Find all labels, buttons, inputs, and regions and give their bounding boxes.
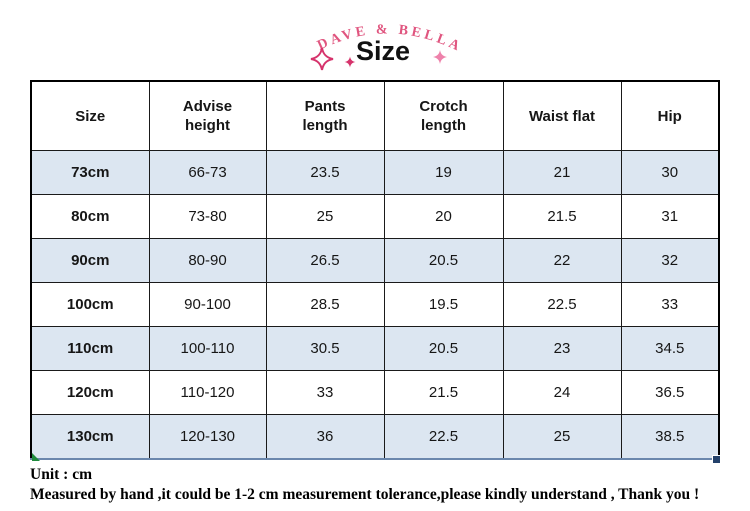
table-cell: 23 [502, 326, 622, 371]
column-header-pants-length: Pants length [265, 80, 385, 151]
table-cell: 25 [502, 414, 622, 460]
excel-error-indicator-icon [32, 453, 40, 461]
sparkle-small-icon [344, 56, 356, 68]
size-table: Size Advise height Pants length Crotch l… [30, 80, 720, 460]
table-cell: 110-120 [148, 370, 267, 415]
table-cell: 36.5 [620, 370, 720, 415]
size-cell: 100cm [30, 282, 150, 327]
table-cell: 21 [502, 150, 622, 195]
table-cell: 90-100 [148, 282, 267, 327]
sparkle-right-icon [433, 50, 447, 64]
table-row: 120cm 110-120 33 21.5 24 36.5 [30, 370, 720, 415]
column-header-advise-height: Advise height [148, 80, 267, 151]
table-cell: 23.5 [265, 150, 385, 195]
table-cell: 34.5 [620, 326, 720, 371]
table-cell: 21.5 [383, 370, 504, 415]
column-header-label: Hip [657, 107, 682, 125]
unit-note: Unit : cm [30, 466, 92, 483]
column-header-label: Crotch length [419, 98, 468, 134]
table-cell: 22 [502, 238, 622, 283]
size-table-container: Size Advise height Pants length Crotch l… [30, 80, 721, 464]
table-cell: 36 [265, 414, 385, 460]
table-cell: 32 [620, 238, 720, 283]
chart-footer: Unit : cm Measured by hand ,it could be … [30, 465, 750, 505]
table-row: 110cm 100-110 30.5 20.5 23 34.5 [30, 326, 720, 371]
excel-fill-handle [712, 455, 721, 464]
table-cell: 66-73 [148, 150, 267, 195]
table-row: 80cm 73-80 25 20 21.5 31 [30, 194, 720, 239]
table-header-row: Size Advise height Pants length Crotch l… [30, 80, 720, 151]
table-cell: 80-90 [148, 238, 267, 283]
table-cell: 38.5 [620, 414, 720, 460]
table-row: 90cm 80-90 26.5 20.5 22 32 [30, 238, 720, 283]
size-cell: 73cm [30, 150, 150, 195]
table-cell: 33 [620, 282, 720, 327]
size-cell: 80cm [30, 194, 150, 239]
table-cell: 20.5 [383, 326, 504, 371]
table-cell: 22.5 [502, 282, 622, 327]
table-row: 130cm 120-130 36 22.5 25 38.5 [30, 414, 720, 460]
column-header-label: Size [75, 107, 106, 125]
size-cell: 90cm [30, 238, 150, 283]
table-row: 73cm 66-73 23.5 19 21 30 [30, 150, 720, 195]
table-cell: 24 [502, 370, 622, 415]
table-body: 73cm 66-73 23.5 19 21 30 80cm 73-80 25 2… [30, 150, 720, 460]
column-header-label: Waist flat [528, 107, 596, 125]
table-cell: 28.5 [265, 282, 385, 327]
table-cell: 73-80 [148, 194, 267, 239]
table-cell: 100-110 [148, 326, 267, 371]
column-header-label: Pants length [302, 98, 348, 134]
size-cell: 130cm [30, 414, 150, 460]
table-cell: 30.5 [265, 326, 385, 371]
table-cell: 120-130 [148, 414, 267, 460]
page-title: Size [355, 36, 411, 66]
table-row: 100cm 90-100 28.5 19.5 22.5 33 [30, 282, 720, 327]
table-cell: 31 [620, 194, 720, 239]
table-cell: 30 [620, 150, 720, 195]
table-cell: 25 [265, 194, 385, 239]
brand-decoration: DAVE & BELLA [310, 22, 461, 71]
table-cell: 21.5 [502, 194, 622, 239]
table-cell: 22.5 [383, 414, 504, 460]
column-header-size: Size [30, 80, 150, 151]
size-cell: 120cm [30, 370, 150, 415]
table-cell: 19.5 [383, 282, 504, 327]
column-header-crotch-length: Crotch length [383, 80, 504, 151]
column-header-waist-flat: Waist flat [502, 80, 622, 151]
table-cell: 26.5 [265, 238, 385, 283]
sparkle-large-icon [310, 47, 334, 71]
table-cell: 20 [383, 194, 504, 239]
size-cell: 110cm [30, 326, 150, 371]
table-cell: 20.5 [383, 238, 504, 283]
column-header-label: Advise height [182, 98, 233, 134]
chart-header: DAVE & BELLA Size [0, 0, 750, 80]
table-cell: 33 [265, 370, 385, 415]
tolerance-note: Measured by hand ,it could be 1-2 cm mea… [30, 486, 700, 503]
table-cell: 19 [383, 150, 504, 195]
column-header-hip: Hip [620, 80, 720, 151]
